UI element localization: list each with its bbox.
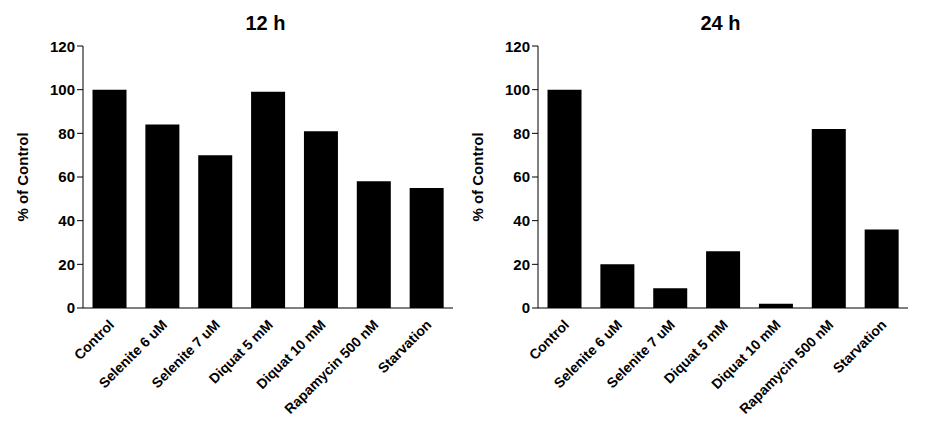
svg-text:Starvation: Starvation: [375, 316, 435, 376]
svg-text:% of Control: % of Control: [469, 132, 486, 221]
svg-text:120: 120: [505, 38, 530, 55]
svg-text:40: 40: [513, 212, 530, 229]
svg-text:Control: Control: [71, 316, 118, 363]
svg-text:Rapamycin 500 nM: Rapamycin 500 nM: [281, 316, 381, 416]
svg-text:Diquat 10 mM: Diquat 10 mM: [253, 316, 329, 393]
svg-text:120: 120: [50, 38, 75, 55]
svg-text:100: 100: [505, 81, 530, 98]
svg-text:Selenite 6 uM: Selenite 6 uM: [550, 316, 626, 391]
svg-text:Diquat 5 mM: Diquat 5 mM: [205, 316, 276, 387]
svg-text:80: 80: [513, 125, 530, 142]
svg-text:Starvation: Starvation: [830, 316, 890, 376]
svg-text:60: 60: [58, 168, 75, 185]
svg-text:Selenite 7 uM: Selenite 7 uM: [148, 316, 223, 391]
svg-text:% of Control: % of Control: [14, 132, 31, 221]
svg-text:Selenite 6 uM: Selenite 6 uM: [95, 316, 171, 391]
svg-text:60: 60: [513, 168, 530, 185]
svg-text:20: 20: [58, 256, 75, 273]
svg-text:Diquat 10 mM: Diquat 10 mM: [708, 316, 784, 393]
svg-text:Rapamycin 500 nM: Rapamycin 500 nM: [736, 316, 836, 416]
svg-text:100: 100: [50, 81, 75, 98]
svg-text:40: 40: [58, 212, 75, 229]
html-text:24 h: 24 h: [700, 12, 741, 34]
svg-text:Diquat 5 mM: Diquat 5 mM: [660, 316, 731, 387]
html-text:12 h: 12 h: [245, 12, 286, 34]
svg-text:0: 0: [522, 299, 530, 316]
svg-text:20: 20: [513, 256, 530, 273]
svg-text:Control: Control: [526, 316, 573, 363]
svg-text:0: 0: [67, 299, 75, 316]
svg-text:Selenite 7 uM: Selenite 7 uM: [603, 316, 678, 391]
svg-text:80: 80: [58, 125, 75, 142]
